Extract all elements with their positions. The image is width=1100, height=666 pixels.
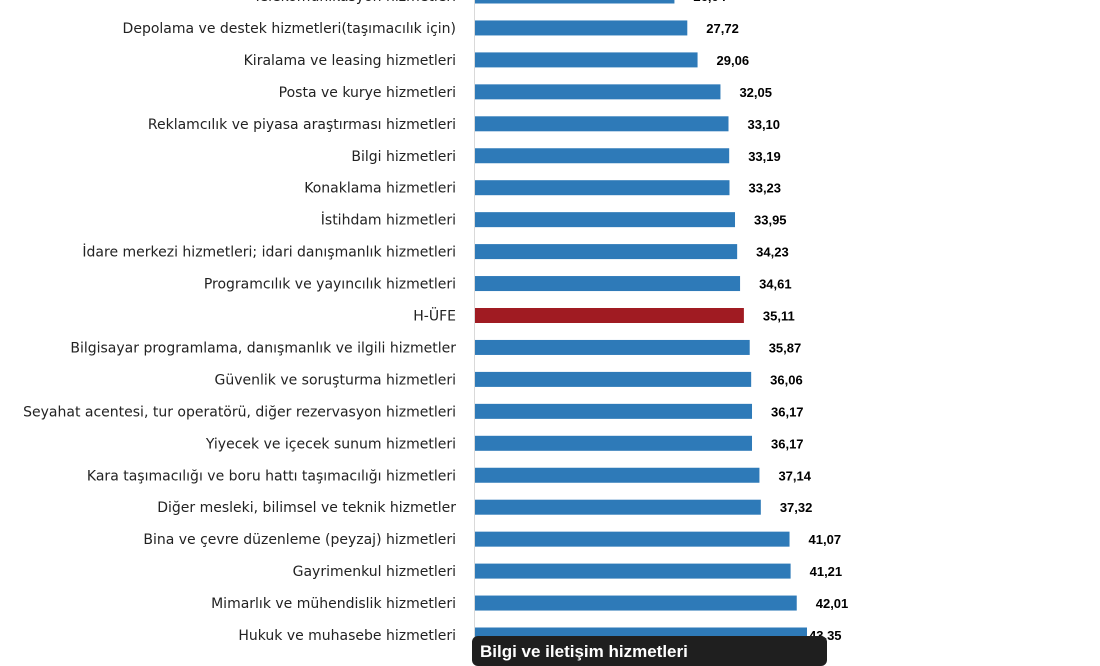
bar[interactable] (475, 116, 729, 132)
bar[interactable] (475, 84, 721, 100)
data-label: 36,17 (771, 436, 804, 451)
category-label: Güvenlik ve soruşturma hizmetleri (215, 372, 457, 388)
bar-highlight[interactable] (475, 308, 744, 323)
category-label: Konaklama hizmetleri (304, 181, 456, 197)
bar[interactable] (475, 0, 675, 4)
category-label: Bilgi hizmetleri (351, 149, 456, 165)
data-label: 34,23 (756, 245, 789, 260)
data-label: 33,23 (748, 181, 781, 196)
category-label: Programcılık ve yayıncılık hizmetleri (204, 277, 456, 293)
bar[interactable] (475, 276, 741, 292)
value-labels: 26,04 27,72 29,06 32,05 33,10 33,19 33,23 33,95… (693, 0, 848, 643)
category-label: Hukuk ve muhasebe hizmetleri (238, 628, 456, 644)
category-label: Bilgisayar programlama, danışmanlık ve i… (70, 340, 456, 356)
bar[interactable] (475, 52, 698, 68)
bar[interactable] (475, 180, 730, 196)
category-label: İdare merkezi hizmetleri; idari danışman… (82, 243, 456, 261)
category-label: Bina ve çevre düzenleme (peyzaj) hizmetl… (143, 532, 456, 548)
data-label: 29,06 (717, 53, 750, 68)
data-label: 36,17 (771, 404, 804, 419)
bars (475, 0, 807, 643)
data-label: 42,01 (816, 596, 849, 611)
bar[interactable] (475, 20, 688, 36)
data-label: 34,61 (759, 277, 792, 292)
bar[interactable] (475, 148, 730, 164)
category-label: H-ÜFE (413, 307, 456, 325)
bar[interactable] (475, 531, 790, 547)
bar-chart: Telekomünikasyon hizmetleri Depolama ve d… (23, 0, 848, 650)
category-label: Reklamcılık ve piyasa araştırması hizmet… (148, 117, 456, 133)
data-label: 33,10 (747, 117, 780, 132)
category-label: Kiralama ve leasing hizmetleri (244, 53, 456, 69)
hover-tooltip: Bilgi ve iletişim hizmetleri (472, 636, 827, 666)
bar[interactable] (475, 403, 753, 419)
bar[interactable] (475, 595, 797, 611)
data-label: 26,04 (693, 0, 726, 4)
data-label: 41,21 (810, 564, 843, 579)
category-label: Gayrimenkul hizmetleri (293, 564, 456, 580)
category-labels: Telekomünikasyon hizmetleri Depolama ve d… (23, 0, 456, 644)
bar[interactable] (475, 435, 753, 451)
data-label: 41,07 (809, 532, 842, 547)
category-label: Seyahat acentesi, tur operatörü, diğer r… (23, 404, 456, 420)
data-label: 35,11 (763, 309, 795, 324)
category-label: Posta ve kurye hizmetleri (279, 85, 456, 101)
data-label: 36,06 (770, 372, 803, 387)
category-label: Kara taşımacılığı ve boru hattı taşımacı… (87, 468, 456, 484)
data-label: 35,87 (769, 340, 802, 355)
bar[interactable] (475, 339, 750, 355)
bar[interactable] (475, 212, 736, 228)
category-label: Depolama ve destek hizmetleri(taşımacılı… (123, 21, 456, 37)
bar[interactable] (475, 371, 752, 387)
category-label: İstihdam hizmetleri (321, 211, 456, 229)
bar[interactable] (475, 499, 761, 515)
bar[interactable] (475, 467, 760, 483)
bar[interactable] (475, 244, 738, 260)
data-label: 37,32 (780, 500, 813, 515)
category-label: Diğer mesleki, bilimsel ve teknik hizmet… (157, 500, 456, 516)
category-label: Mimarlık ve mühendislik hizmetleri (211, 596, 456, 612)
data-label: 33,95 (754, 213, 787, 228)
data-label: 37,14 (778, 468, 811, 483)
category-label: Telekomünikasyon hizmetleri (252, 0, 456, 5)
data-label: 32,05 (739, 85, 772, 100)
data-label: 33,19 (748, 149, 781, 164)
bar[interactable] (475, 563, 791, 579)
category-label: Yiyecek ve içecek sunum hizmetleri (205, 436, 456, 452)
data-label: 27,72 (706, 21, 739, 36)
